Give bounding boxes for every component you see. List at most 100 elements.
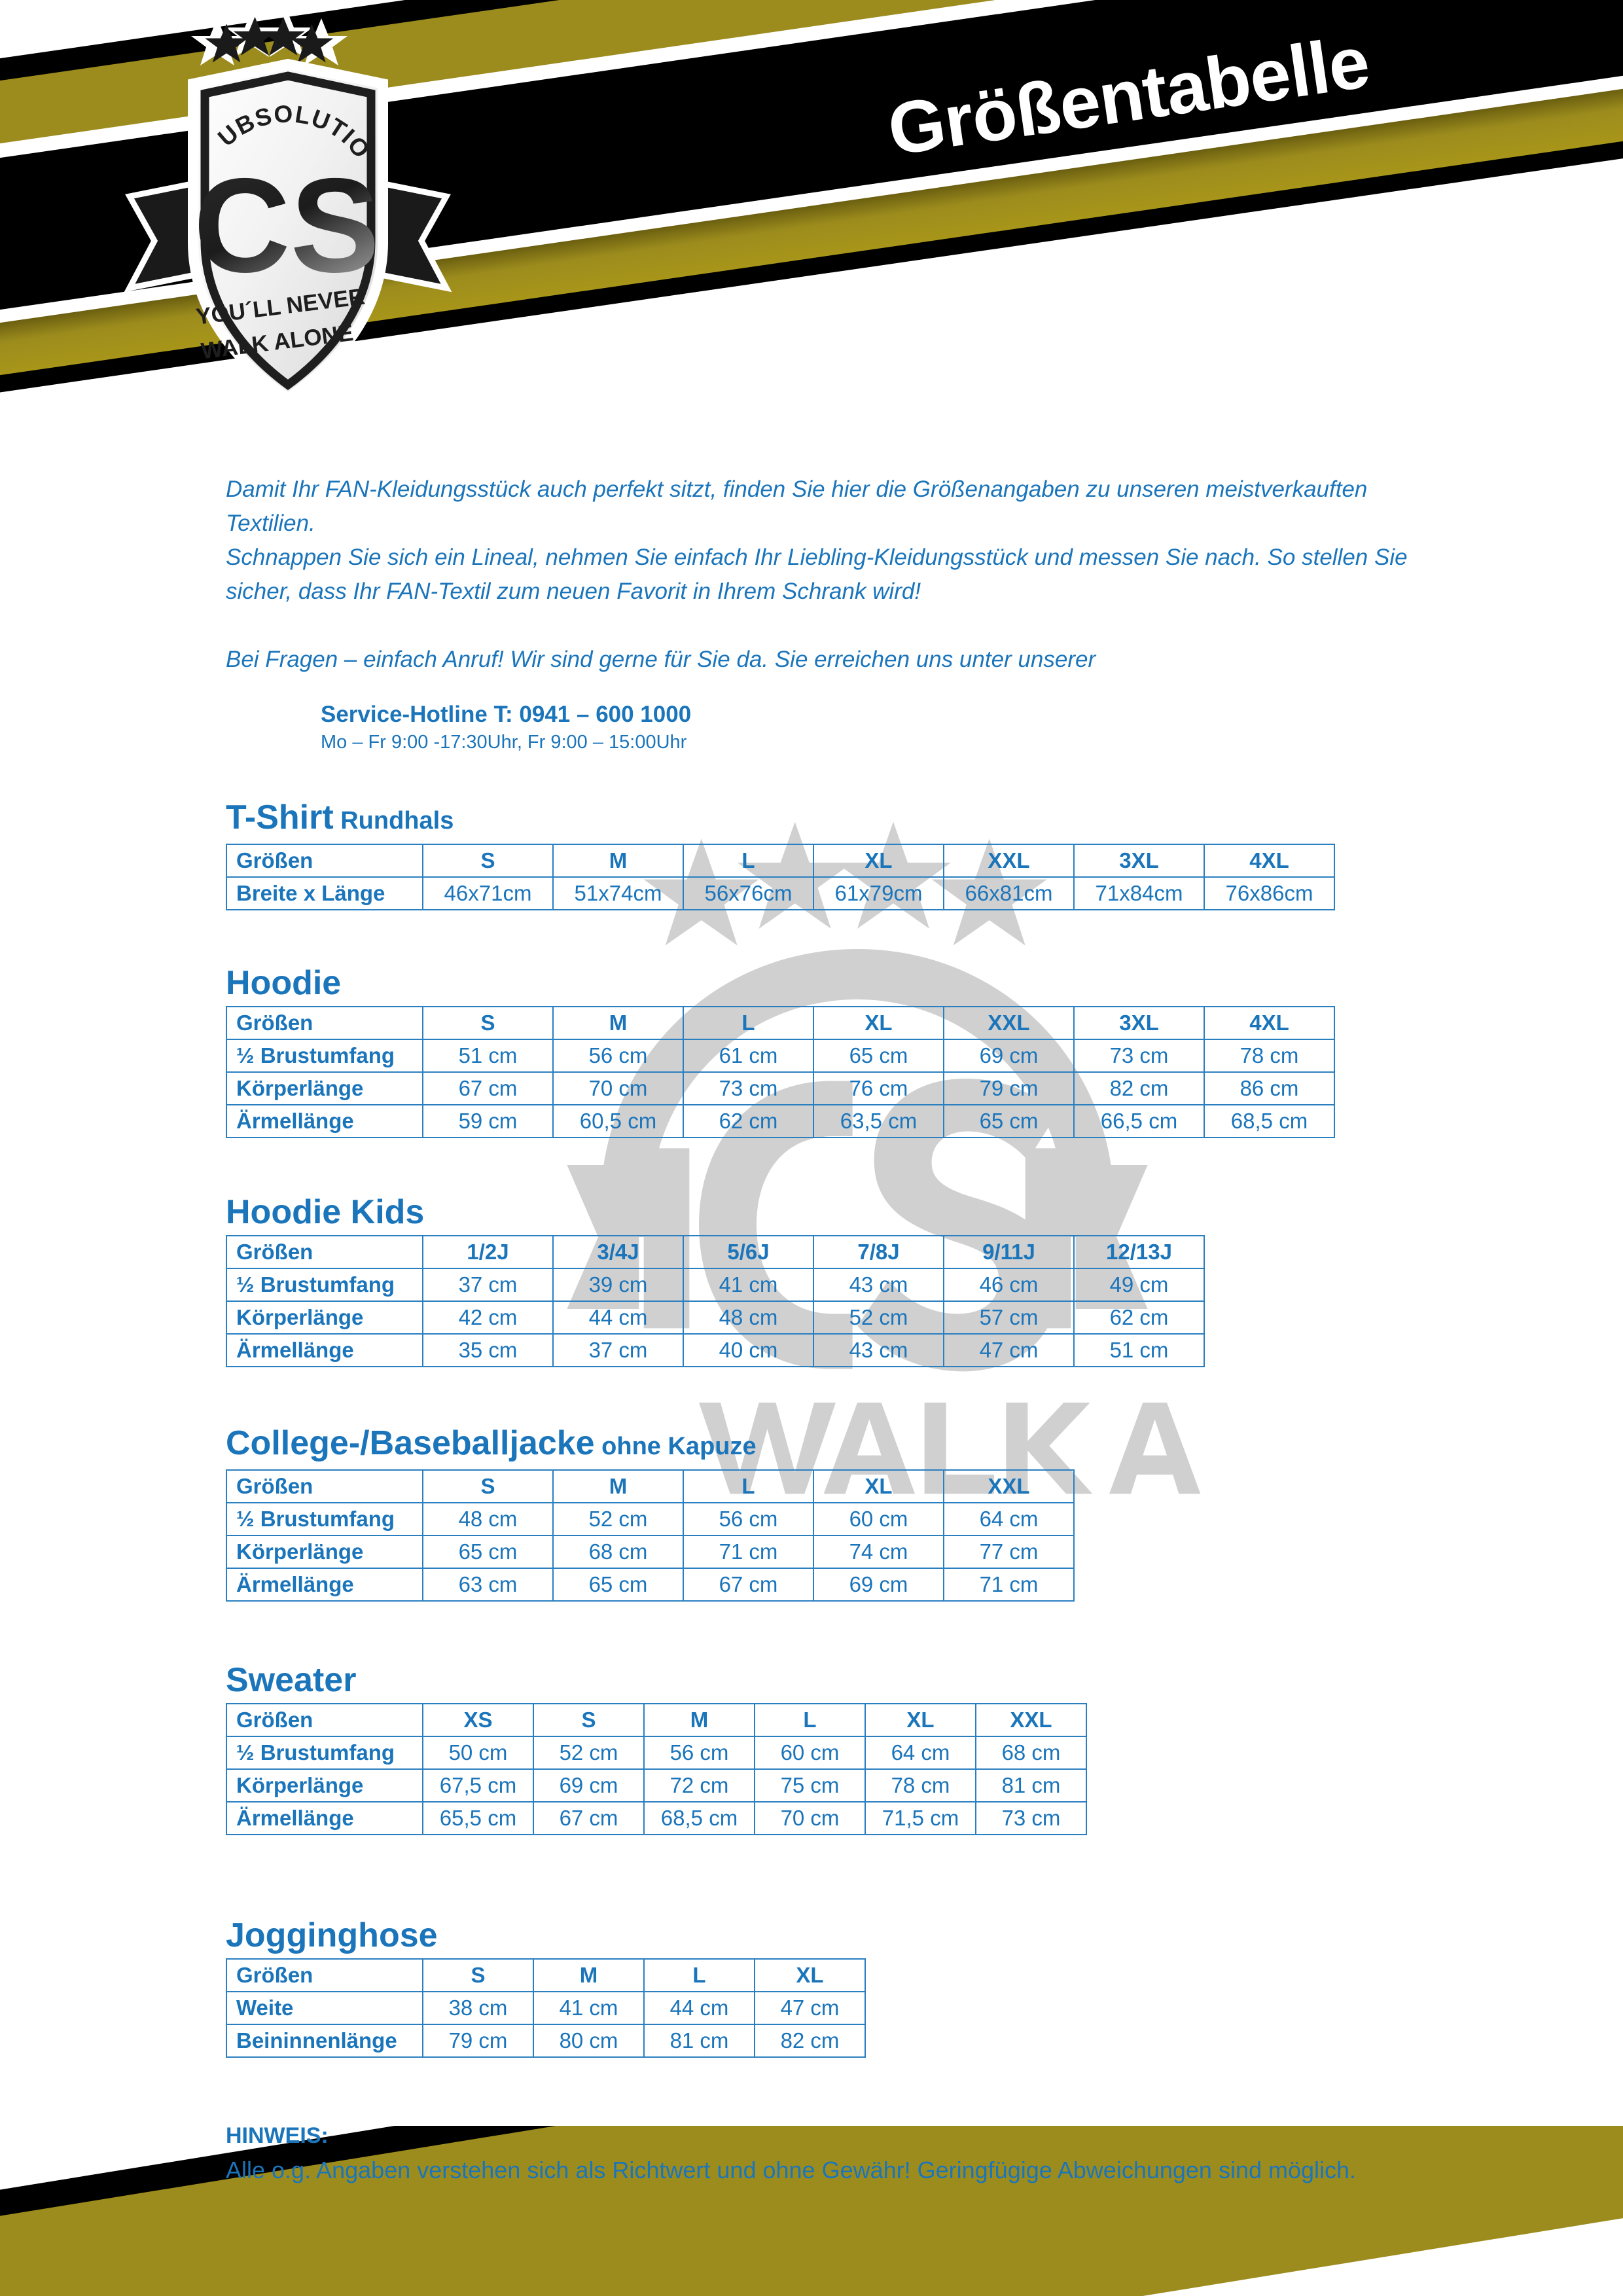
measurement-cell: 47 cm [754, 1991, 866, 2025]
measurement-cell: 72 cm [643, 1768, 755, 1803]
measurement-cell: 46 cm [943, 1268, 1075, 1302]
column-header-size: 4XL [1204, 1006, 1335, 1040]
measurement-cell: 80 cm [533, 2024, 645, 2058]
row-label: Ärmellänge [226, 1333, 423, 1367]
measurement-cell: 70 cm [754, 1801, 866, 1835]
table-header-row: Größen 1/2J 3/4J 5/6J 7/8J 9/11J 12/13J [226, 1235, 1205, 1269]
measurement-cell: 65,5 cm [422, 1801, 534, 1835]
measurement-cell: 65 cm [422, 1535, 554, 1569]
measurement-cell: 74 cm [813, 1535, 944, 1569]
measurement-cell: 41 cm [683, 1268, 814, 1302]
section-title-main: Jogginghose [226, 1916, 438, 1954]
column-header-label: Größen [226, 1703, 423, 1737]
column-header-size: S [422, 1958, 534, 1992]
section-hoodie-kids: Hoodie Kids Größen 1/2J 3/4J 5/6J 7/8J 9/11J 12… [226, 1194, 1205, 1367]
measurement-cell: 76 cm [813, 1071, 944, 1105]
service-hotline: Service-Hotline T: 0941 – 600 1000 Mo – … [321, 702, 691, 753]
measurement-cell: 68,5 cm [1204, 1104, 1335, 1138]
measurement-cell: 52 cm [813, 1300, 944, 1335]
measurement-cell: 70 cm [552, 1071, 684, 1105]
column-header-size: XL [813, 844, 944, 878]
table-row: ½ Brustumfang 50 cm 52 cm 56 cm 60 cm 64 cm 68… [226, 1736, 1087, 1770]
size-table: Größen S M L XL XXL 3XL 4XL ½ Brustumfang 51 cm 56… [226, 1006, 1335, 1138]
logo-monogram: CS [194, 151, 380, 300]
measurement-cell: 79 cm [422, 2024, 534, 2058]
measurement-cell: 77 cm [943, 1535, 1075, 1569]
measurement-cell: 62 cm [683, 1104, 814, 1138]
measurement-cell: 68 cm [552, 1535, 684, 1569]
measurement-cell: 39 cm [552, 1268, 684, 1302]
measurement-cell: 64 cm [865, 1736, 976, 1770]
measurement-cell: 49 cm [1073, 1268, 1205, 1302]
column-header-size: XL [813, 1469, 944, 1503]
column-header-size: XS [422, 1703, 534, 1737]
column-header-label: Größen [226, 1958, 423, 1992]
hinweis-block: HINWEIS: Alle o.g. Angaben verstehen sic… [226, 2123, 1356, 2184]
table-row: ½ Brustumfang 48 cm 52 cm 56 cm 60 cm 64 cm [226, 1502, 1075, 1536]
measurement-cell: 44 cm [643, 1991, 755, 2025]
row-label: ½ Brustumfang [226, 1039, 423, 1073]
row-label: Weite [226, 1991, 423, 2025]
table-row: Beininnenlänge 79 cm 80 cm 81 cm 82 cm [226, 2024, 866, 2058]
size-table: Größen S M L XL Weite 38 cm 41 cm 44 cm 47 cm Bein… [226, 1958, 866, 2058]
logo-shield [188, 58, 388, 404]
column-header-size: M [552, 844, 684, 878]
table-row: Ärmellänge 35 cm 37 cm 40 cm 43 cm 47 cm 51 cm [226, 1333, 1205, 1367]
measurement-cell: 57 cm [943, 1300, 1075, 1335]
size-table: Größen 1/2J 3/4J 5/6J 7/8J 9/11J 12/13J ½ Brust… [226, 1235, 1205, 1367]
row-label: ½ Brustumfang [226, 1268, 423, 1302]
measurement-cell: 59 cm [422, 1104, 554, 1138]
measurement-cell: 37 cm [422, 1268, 554, 1302]
table-row: ½ Brustumfang 37 cm 39 cm 41 cm 43 cm 46 cm 49… [226, 1268, 1205, 1302]
column-header-size: 1/2J [422, 1235, 554, 1269]
table-row: Ärmellänge 65,5 cm 67 cm 68,5 cm 70 cm 71,5 c… [226, 1801, 1087, 1835]
row-label: Körperlänge [226, 1535, 423, 1569]
measurement-cell: 86 cm [1204, 1071, 1335, 1105]
column-header-size: 9/11J [943, 1235, 1075, 1269]
section-jogginghose: Jogginghose Größen S M L XL Weite 38 cm 41 cm 44 … [226, 1918, 866, 2058]
row-label: Ärmellänge [226, 1801, 423, 1835]
measurement-cell: 69 cm [533, 1768, 645, 1803]
column-header-size: M [552, 1469, 684, 1503]
row-label: Körperlänge [226, 1071, 423, 1105]
clubsolution-logo: CLUBSOLUTION CS YOU´LL NEVER WALK ALONE [109, 0, 458, 412]
intro-line-1: Damit Ihr FAN-Kleidungsstück auch perfek… [226, 476, 1368, 502]
measurement-cell: 73 cm [1073, 1039, 1205, 1073]
measurement-cell: 48 cm [422, 1502, 554, 1536]
measurement-cell: 56 cm [643, 1736, 755, 1770]
measurement-cell: 52 cm [552, 1502, 684, 1536]
column-header-size: 7/8J [813, 1235, 944, 1269]
column-header-label: Größen [226, 1006, 423, 1040]
measurement-cell: 61 cm [683, 1039, 814, 1073]
column-header-size: S [422, 1469, 554, 1503]
intro-text: Damit Ihr FAN-Kleidungsstück auch perfek… [226, 473, 1469, 677]
measurement-cell: 69 cm [943, 1039, 1075, 1073]
measurement-cell: 68,5 cm [643, 1801, 755, 1835]
section-title-main: T-Shirt [226, 798, 334, 836]
measurement-cell: 60,5 cm [552, 1104, 684, 1138]
intro-spacer [226, 609, 1469, 643]
measurement-cell: 78 cm [1204, 1039, 1335, 1073]
table-header-row: Größen S M L XL XXL 3XL 4XL [226, 844, 1335, 878]
table-header-row: Größen S M L XL [226, 1958, 866, 1992]
measurement-cell: 82 cm [754, 2024, 866, 2058]
column-header-size: L [683, 1006, 814, 1040]
table-row: Weite 38 cm 41 cm 44 cm 47 cm [226, 1991, 866, 2025]
column-header-size: XL [754, 1958, 866, 1992]
measurement-cell: 52 cm [533, 1736, 645, 1770]
table-row: Breite x Länge 46x71cm 51x74cm 56x76cm 61x79… [226, 876, 1335, 910]
section-hoodie: Hoodie Größen S M L XL XXL 3XL 4XL ½ Brustumfang 5… [226, 965, 1335, 1138]
row-label: Körperlänge [226, 1768, 423, 1803]
size-table: Größen S M L XL XXL 3XL 4XL Breite x Länge 46x71c… [226, 844, 1335, 910]
column-header-label: Größen [226, 1235, 423, 1269]
section-title: Hoodie [226, 965, 1335, 1001]
measurement-cell: 81 cm [975, 1768, 1087, 1803]
column-header-size: L [754, 1703, 866, 1737]
column-header-size: S [533, 1703, 645, 1737]
measurement-cell: 43 cm [813, 1268, 944, 1302]
measurement-cell: 48 cm [683, 1300, 814, 1335]
column-header-size: XXL [943, 1006, 1075, 1040]
column-header-size: M [552, 1006, 684, 1040]
column-header-size: L [683, 844, 814, 878]
measurement-cell: 82 cm [1073, 1071, 1205, 1105]
